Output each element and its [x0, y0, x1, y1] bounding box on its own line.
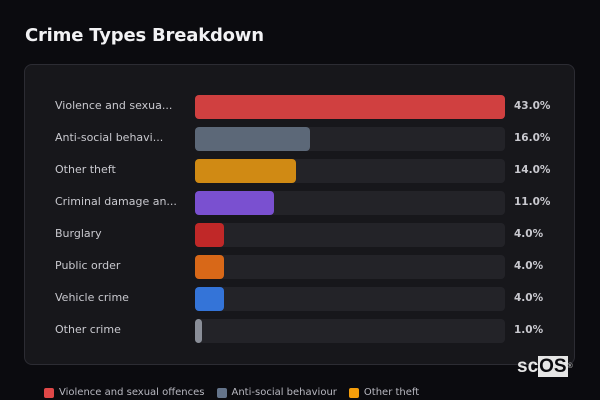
chart-card: Violence and sexua... 43.0% Anti-social …: [24, 64, 575, 365]
bar-row: Anti-social behavi... 16.0%: [25, 127, 574, 151]
bar-row: Criminal damage an... 11.0%: [25, 191, 574, 215]
bar-value: 1.0%: [514, 324, 544, 336]
bar-fill[interactable]: [195, 159, 296, 183]
bar-fill[interactable]: [195, 287, 224, 311]
bar-row: Violence and sexua... 43.0%: [25, 95, 574, 119]
bar-label: Violence and sexua...: [55, 99, 173, 112]
bar-fill[interactable]: [195, 127, 311, 151]
legend-label: Anti-social behaviour: [231, 387, 337, 398]
bar-row: Burglary 4.0%: [25, 223, 574, 247]
bar-label: Anti-social behavi...: [55, 131, 164, 144]
bar-track: [195, 95, 505, 119]
bar-row: Public order 4.0%: [25, 255, 574, 279]
bar-row: Other theft 14.0%: [25, 159, 574, 183]
chart-title: Crime Types Breakdown: [25, 25, 264, 46]
bar-track: [195, 319, 505, 343]
bar-value: 16.0%: [514, 132, 551, 144]
bar-track: [195, 223, 505, 247]
bar-track: [195, 255, 505, 279]
bar-label: Burglary: [55, 227, 102, 240]
logo-mark: ®: [567, 363, 573, 370]
bar-track: [195, 287, 505, 311]
bar-track: [195, 159, 505, 183]
bar-label: Vehicle crime: [55, 291, 129, 304]
legend-item[interactable]: Violence and sexual offences: [44, 387, 205, 398]
bar-fill[interactable]: [195, 95, 505, 119]
bar-value: 14.0%: [514, 164, 551, 176]
logo-prefix: sc: [517, 356, 539, 377]
bar-value: 43.0%: [514, 100, 551, 112]
bar-fill[interactable]: [195, 255, 224, 279]
bar-fill[interactable]: [195, 191, 275, 215]
legend-swatch: [348, 387, 359, 398]
legend-label: Violence and sexual offences: [59, 387, 205, 398]
bar-fill[interactable]: [195, 223, 224, 247]
logo-highlight: OS: [538, 356, 568, 377]
legend-swatch: [216, 387, 227, 398]
bar-value: 11.0%: [514, 196, 551, 208]
scos-logo: scOS®: [517, 356, 573, 377]
bar-value: 4.0%: [514, 228, 544, 240]
bar-row: Other crime 1.0%: [25, 319, 574, 343]
bar-track: [195, 127, 505, 151]
legend-item[interactable]: Anti-social behaviour: [216, 387, 337, 398]
chart-legend: Violence and sexual offences Anti-social …: [44, 387, 419, 398]
bar-label: Public order: [55, 259, 121, 272]
legend-swatch: [44, 387, 54, 398]
bar-label: Other theft: [55, 163, 116, 176]
bar-track: [195, 191, 505, 215]
bar-fill[interactable]: [195, 319, 203, 343]
bar-row: Vehicle crime 4.0%: [25, 287, 574, 311]
legend-label: Other theft: [363, 387, 420, 398]
bar-value: 4.0%: [514, 292, 544, 304]
legend-item[interactable]: Other theft: [348, 387, 420, 398]
bar-value: 4.0%: [514, 260, 544, 272]
bar-label: Other crime: [55, 323, 121, 336]
bar-label: Criminal damage an...: [55, 195, 177, 208]
